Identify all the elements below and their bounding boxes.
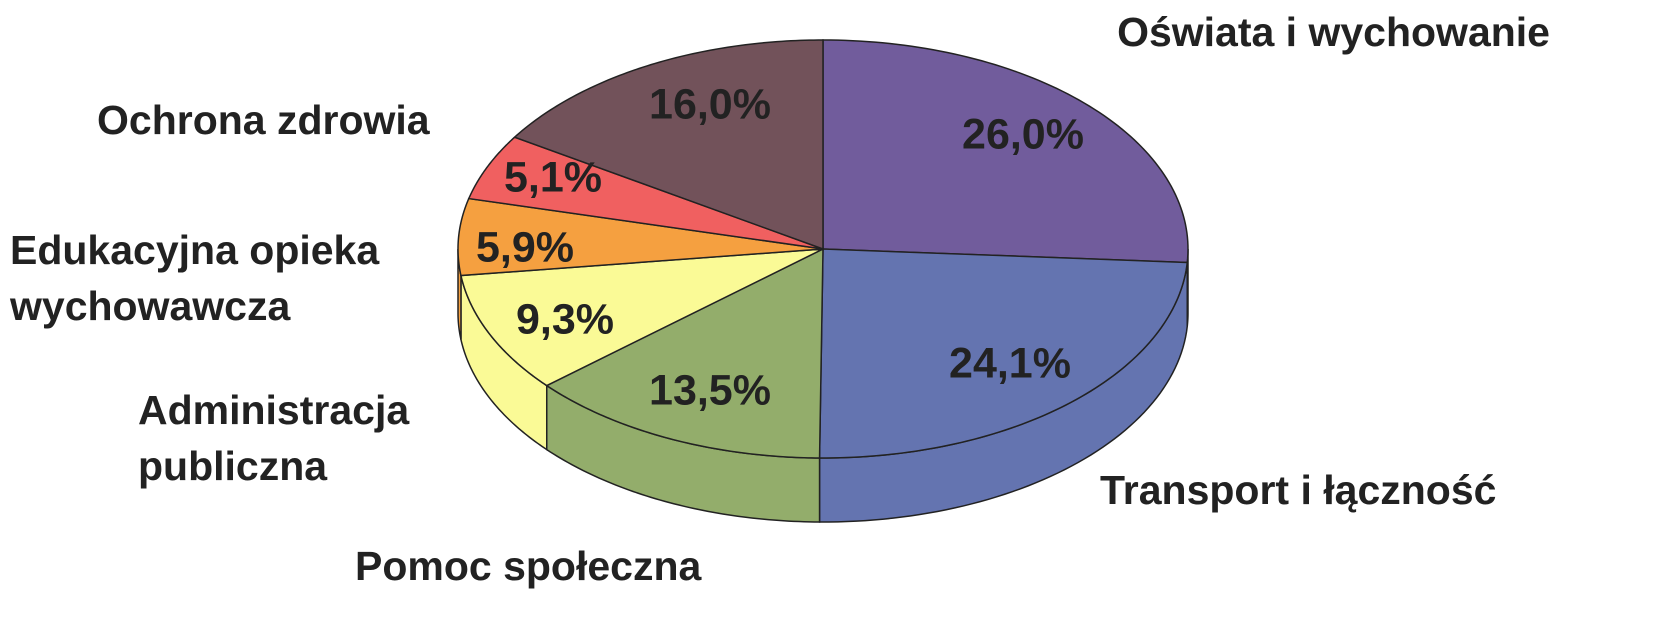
category-label: Transport i łączność (1100, 467, 1497, 513)
category-label: Edukacyjna opieka wychowawcza (10, 227, 380, 329)
value-label: 26,0% (962, 110, 1084, 158)
category-label: Ochrona zdrowia (97, 97, 430, 143)
slice (467, 136, 824, 250)
slice (513, 39, 824, 251)
category-label: Administracja publiczna (138, 387, 410, 489)
slice (818, 248, 1189, 459)
value-label: 16,0% (649, 80, 771, 128)
slice (457, 197, 824, 277)
value-label: 24,1% (949, 339, 1071, 387)
slice (545, 247, 824, 459)
slice (822, 39, 1189, 264)
value-label: 13,5% (649, 366, 771, 414)
category-label: Oświata i wychowanie (1117, 9, 1550, 55)
slice (460, 248, 824, 387)
category-label: Pomoc społeczna (355, 543, 702, 589)
value-label: 5,1% (504, 153, 602, 201)
value-label: 9,3% (516, 295, 614, 343)
value-label: 5,9% (476, 223, 574, 271)
